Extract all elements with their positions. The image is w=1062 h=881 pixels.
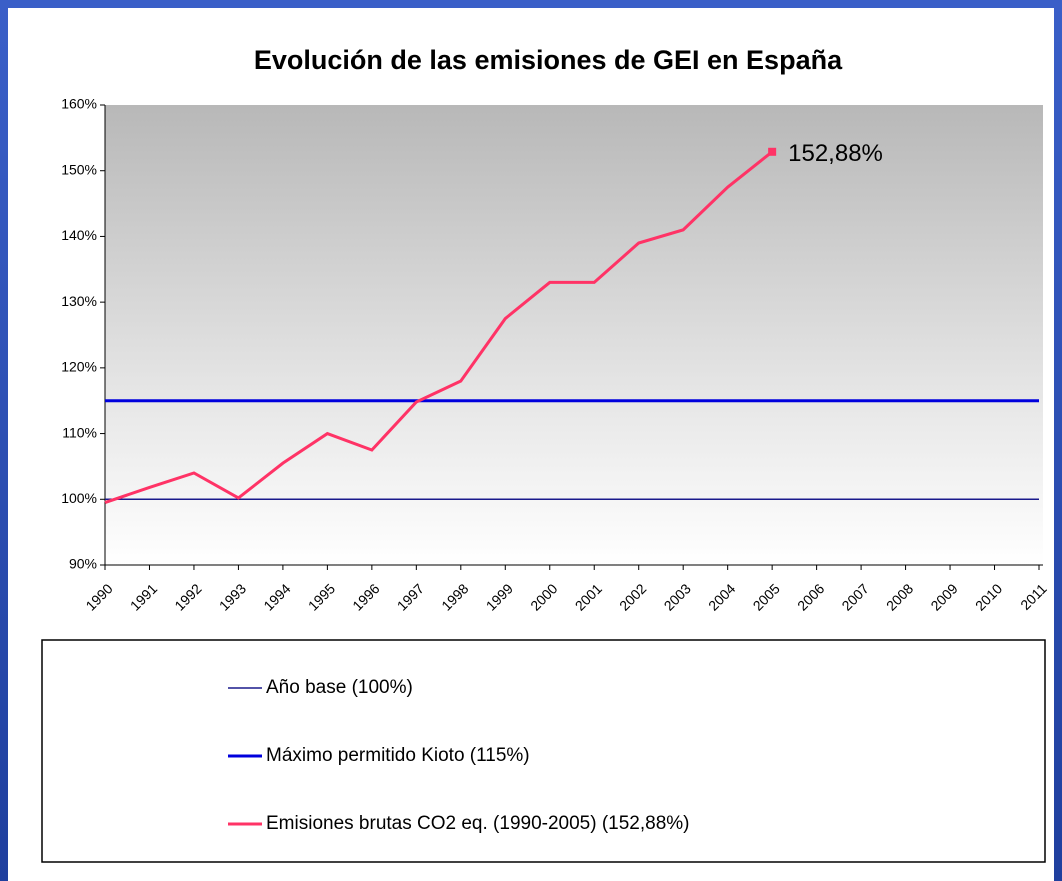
plot-area	[105, 105, 1043, 565]
y-tick-label: 160%	[61, 96, 97, 112]
y-tick-label: 150%	[61, 161, 97, 177]
legend-label: Emisiones brutas CO2 eq. (1990-2005) (15…	[266, 813, 690, 834]
point-marker	[768, 147, 777, 156]
y-tick-label: 110%	[62, 424, 97, 440]
y-tick-label: 130%	[61, 293, 97, 309]
legend	[41, 639, 1046, 863]
y-tick-label: 100%	[61, 490, 97, 506]
legend-label: Año base (100%)	[266, 677, 413, 698]
series-line	[104, 150, 774, 504]
y-tick-label: 120%	[61, 359, 97, 375]
legend-label: Máximo permitido Kioto (115%)	[266, 745, 530, 766]
y-tick-label: 140%	[61, 227, 97, 243]
data-label: 152,88%	[788, 140, 883, 167]
y-tick-label: 90%	[69, 556, 97, 572]
chart-title: Evolución de las emisiones de GEI en Esp…	[254, 45, 843, 75]
